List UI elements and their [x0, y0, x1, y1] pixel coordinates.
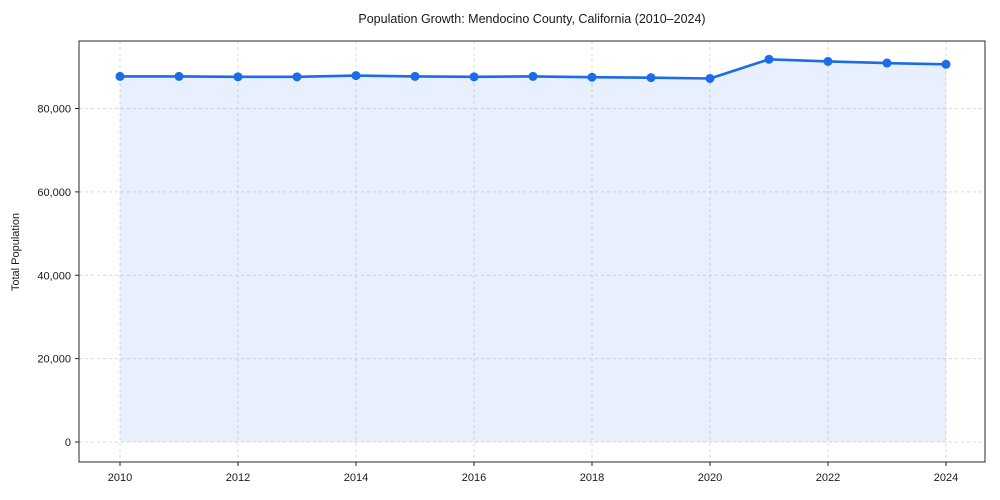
- data-point-2019: [646, 73, 656, 83]
- x-tick-label: 2024: [934, 472, 958, 484]
- x-tick-label: 2016: [462, 472, 486, 484]
- y-tick-label: 0: [65, 437, 71, 449]
- x-tick-label: 2014: [344, 472, 368, 484]
- data-point-2010: [115, 71, 125, 81]
- x-tick-label: 2018: [580, 472, 604, 484]
- tick-labels-layer: 2010 2012 2014 2016 2018 2020 2022 2024 0 20,000 4…: [37, 104, 958, 485]
- data-point-2011: [174, 71, 184, 81]
- data-point-2022: [823, 56, 833, 66]
- area-fill: [120, 59, 946, 443]
- data-point-2023: [882, 58, 892, 68]
- y-tick-label: 40,000: [37, 270, 71, 282]
- data-point-2017: [528, 71, 538, 81]
- chart-title: Population Growth: Mendocino County, Cal…: [358, 12, 705, 26]
- data-point-2024: [941, 59, 951, 69]
- data-point-2013: [292, 72, 302, 82]
- y-axis-label: Total Population: [10, 213, 22, 291]
- data-point-2021: [764, 54, 774, 64]
- y-tick-label: 80,000: [37, 104, 71, 116]
- y-tick-label: 20,000: [37, 354, 71, 366]
- x-tick-label: 2012: [226, 472, 250, 484]
- x-tick-label: 2022: [816, 472, 840, 484]
- x-tick-label: 2010: [108, 472, 132, 484]
- y-tick-label: 60,000: [37, 187, 71, 199]
- area-fill-layer: [120, 59, 946, 443]
- plot-area-border: [78, 40, 986, 463]
- gridlines-layer: [79, 41, 985, 462]
- data-point-2012: [233, 72, 243, 82]
- data-point-2015: [410, 71, 420, 81]
- data-point-2018: [587, 72, 597, 82]
- data-point-2020: [705, 73, 715, 83]
- tick-marks-layer: [75, 108, 947, 466]
- data-point-2016: [469, 72, 479, 82]
- data-points-layer: [115, 54, 951, 83]
- data-point-2014: [351, 71, 361, 81]
- x-tick-label: 2020: [698, 472, 722, 484]
